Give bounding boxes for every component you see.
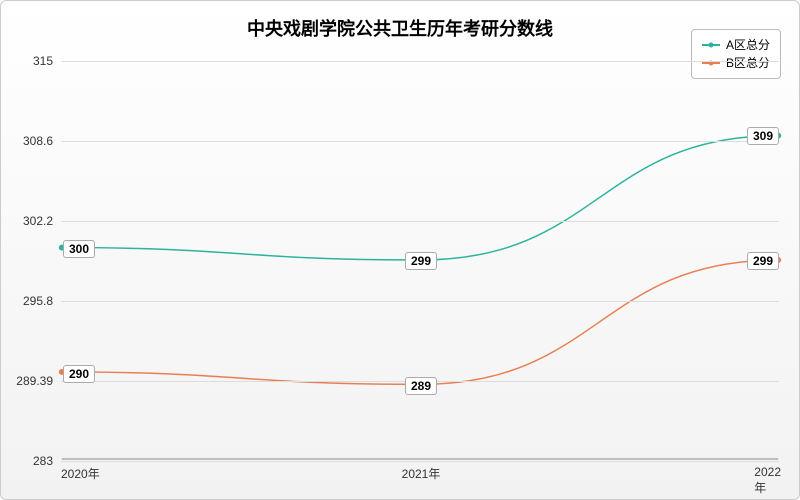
legend-item-a: A区总分 xyxy=(702,36,770,54)
y-axis-label: 315 xyxy=(33,54,61,68)
legend-swatch-a xyxy=(702,44,720,46)
x-axis-label: 2020年 xyxy=(61,459,100,482)
y-axis-label: 308.6 xyxy=(23,134,61,148)
grid-line xyxy=(61,301,779,302)
y-axis-label: 302.2 xyxy=(23,214,61,228)
x-axis-label: 2022年 xyxy=(754,459,781,496)
grid-line xyxy=(61,61,779,62)
grid-line xyxy=(61,221,779,222)
chart-title: 中央戏剧学院公共卫生历年考研分数线 xyxy=(1,15,799,41)
point-label: 290 xyxy=(63,365,95,383)
point-label: 300 xyxy=(63,240,95,258)
chart-container: 中央戏剧学院公共卫生历年考研分数线 A区总分 B区总分 283289.39295… xyxy=(0,0,800,500)
y-axis-label: 283 xyxy=(33,454,61,468)
point-label: 309 xyxy=(747,127,779,145)
point-label: 299 xyxy=(405,252,437,270)
plot-area: 283289.39295.8302.2308.63152020年2021年202… xyxy=(61,61,779,459)
point-label: 299 xyxy=(747,252,779,270)
y-axis-label: 295.8 xyxy=(23,294,61,308)
grid-line xyxy=(61,141,779,142)
series-line xyxy=(62,260,778,384)
series-line xyxy=(62,136,778,260)
legend-label-a: A区总分 xyxy=(726,36,770,54)
x-axis-label: 2021年 xyxy=(402,459,441,482)
y-axis-label: 289.39 xyxy=(16,374,61,388)
point-label: 289 xyxy=(405,377,437,395)
